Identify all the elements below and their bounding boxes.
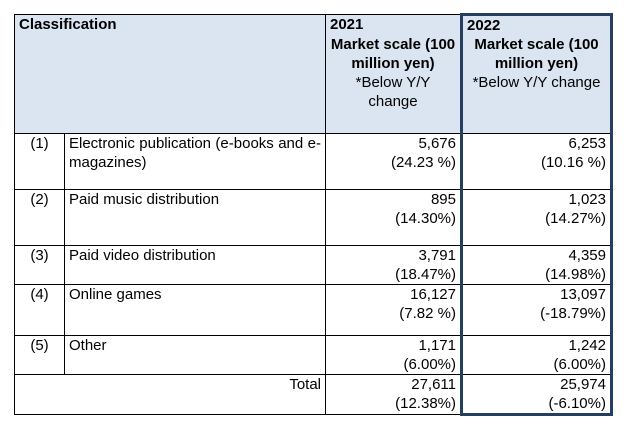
header-row-year: Classification 2021 2022 [14,13,613,35]
col-2021-description: Market scale (100 million yen) *Below Y/… [325,35,462,134]
year-2022-header: 2022 [460,13,613,35]
table-row: (1) Electronic publication (e-books and … [14,133,613,190]
value-2021: 1,171 [418,337,456,354]
value-2021: 16,127 [410,286,456,303]
year-2021-header: 2021 [325,14,462,35]
change-2021: (7.82 %) [399,305,456,322]
value-2021-cell: 16,127 (7.82 %) [325,284,462,336]
total-2022: 25,974 [560,376,606,393]
col-2022-description: Market scale (100 million yen) *Below Y/… [460,35,613,134]
value-2022-cell: 4,359 (14.98%) [460,245,613,285]
value-2021: 3,791 [418,247,456,264]
change-2022: (10.16 %) [540,154,606,171]
value-2021-cell: 1,171 (6.00%) [325,335,462,375]
value-2022-cell: 1,242 (6.00%) [460,335,613,375]
row-label: Electronic publication (e-books and e-ma… [64,133,326,190]
value-2022: 1,242 [568,337,606,354]
value-2021-cell: 895 (14.30%) [325,189,462,246]
total-2021: 27,611 [411,376,456,393]
change-2022: (14.98%) [545,266,606,283]
change-2021: (24.23 %) [390,154,456,171]
col-2022-desc-title: Market scale (100 million yen) [474,36,599,72]
row-number: (4) [14,284,65,336]
value-2021-cell: 5,676 (24.23 %) [325,133,462,190]
total-2021-cell: 27,611 (12.38%) [325,374,462,415]
value-2021: 895 [430,191,456,208]
table-row: (2) Paid music distribution 895 (14.30%)… [14,189,613,246]
change-2021: (18.47%) [395,266,456,283]
change-2022: (14.27%) [545,210,606,227]
value-2022: 13,097 [560,286,606,303]
value-2021: 5,676 [418,135,456,152]
market-scale-table: Classification 2021 2022 Market scale (1… [14,13,613,416]
col-2021-desc-note: *Below Y/Y change [355,74,431,110]
total-2022-cell: 25,974 (-6.10%) [460,374,613,416]
col-2021-desc-title: Market scale (100 million yen) [330,36,456,72]
change-2022: (-18.79%) [540,305,606,322]
value-2022-cell: 13,097 (-18.79%) [460,284,613,336]
value-2022: 6,253 [568,135,606,152]
table-row: (3) Paid video distribution 3,791 (18.47… [14,245,613,285]
row-number: (3) [14,245,65,285]
row-label: Other [64,335,326,375]
total-row: Total 27,611 (12.38%) 25,974 (-6.10%) [14,374,613,416]
table-row: (4) Online games 16,127 (7.82 %) 13,097 … [14,284,613,336]
header-row-desc: Market scale (100 million yen) *Below Y/… [14,35,613,134]
col-2022-desc-note: *Below Y/Y change [472,74,601,91]
table-row: (5) Other 1,171 (6.00%) 1,242 (6.00%) [14,335,613,375]
classification-header: Classification [14,14,326,35]
value-2022: 4,359 [568,247,606,264]
row-label: Paid music distribution [64,189,326,246]
row-number: (2) [14,189,65,246]
row-number: (1) [14,133,65,190]
change-2021: (14.30%) [395,210,456,227]
row-label: Paid video distribution [64,245,326,285]
row-number: (5) [14,335,65,375]
total-change-2022: (-6.10%) [548,395,606,412]
value-2022-cell: 6,253 (10.16 %) [460,133,613,190]
classification-header-spacer [14,35,326,134]
value-2021-cell: 3,791 (18.47%) [325,245,462,285]
value-2022-cell: 1,023 (14.27%) [460,189,613,246]
total-label: Total [14,374,326,415]
row-label: Online games [64,284,326,336]
value-2022: 1,023 [568,191,606,208]
change-2021: (6.00%) [403,356,456,373]
total-change-2021: (12.38%) [395,395,456,412]
change-2022: (6.00%) [553,356,606,373]
